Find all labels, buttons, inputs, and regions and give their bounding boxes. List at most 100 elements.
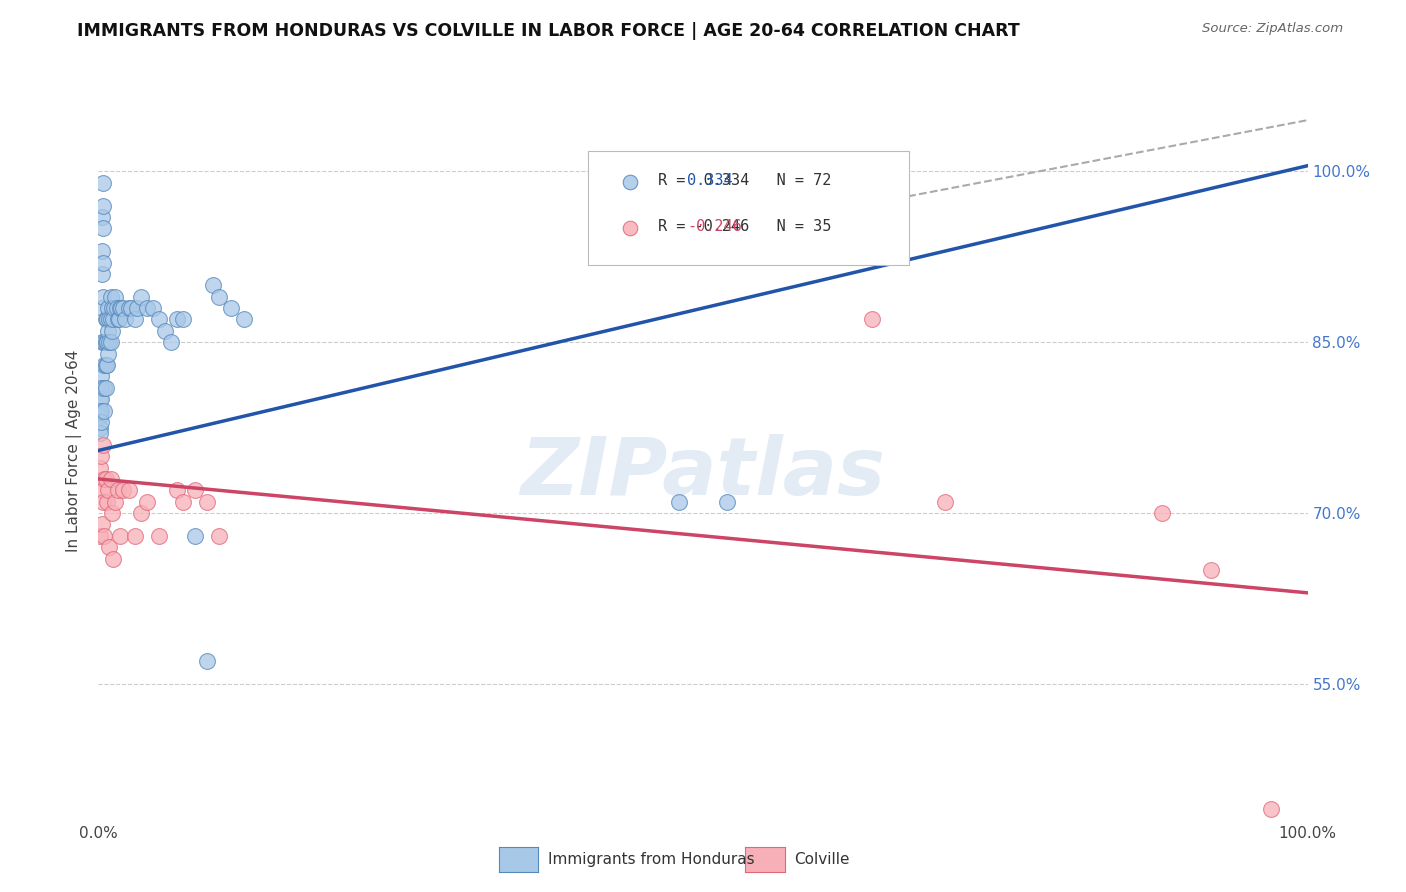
Point [105, 301, 128, 315]
Point [94, 472, 117, 486]
Point [91, 517, 114, 532]
Point [172, 494, 194, 508]
Point [153, 324, 176, 338]
Point [96, 312, 118, 326]
Text: 0.334: 0.334 [688, 173, 733, 187]
Point [91, 290, 114, 304]
Text: Colville: Colville [794, 853, 849, 867]
Point [184, 529, 207, 543]
Point [91, 198, 114, 212]
Point [101, 312, 124, 326]
Point [91, 267, 114, 281]
Point [860, 312, 883, 326]
Point [135, 494, 157, 508]
Point [91, 221, 114, 235]
Point [90, 381, 112, 395]
Point [89, 420, 111, 434]
Point [1199, 563, 1222, 577]
Point [91, 335, 114, 350]
Point [232, 312, 254, 326]
Point [91, 301, 114, 315]
Point [195, 654, 218, 668]
Point [172, 312, 194, 326]
Point [93, 403, 115, 417]
Point [103, 301, 125, 315]
Point [221, 301, 243, 315]
Point [166, 312, 188, 326]
Point [619, 320, 641, 334]
Point [100, 335, 122, 350]
Point [89, 460, 111, 475]
Point [89, 409, 111, 424]
Point [91, 176, 114, 190]
Point [93, 381, 115, 395]
FancyBboxPatch shape [588, 151, 908, 266]
Point [98, 541, 121, 555]
Point [110, 301, 132, 315]
Point [208, 529, 231, 543]
Point [668, 494, 690, 508]
Text: IMMIGRANTS FROM HONDURAS VS COLVILLE IN LABOR FORCE | AGE 20-64 CORRELATION CHAR: IMMIGRANTS FROM HONDURAS VS COLVILLE IN … [77, 22, 1021, 40]
Point [94, 312, 117, 326]
Point [100, 312, 122, 326]
Point [97, 324, 120, 338]
Point [118, 483, 141, 498]
Point [94, 335, 117, 350]
Point [100, 472, 122, 486]
Text: R =  0.334   N = 72: R = 0.334 N = 72 [658, 173, 831, 187]
Point [202, 278, 225, 293]
Point [91, 483, 114, 498]
Point [148, 529, 170, 543]
Point [91, 255, 114, 269]
Point [148, 312, 170, 326]
Point [104, 290, 127, 304]
Point [124, 529, 146, 543]
Point [96, 335, 118, 350]
Point [93, 335, 115, 350]
Point [934, 494, 956, 508]
Point [104, 494, 127, 508]
Point [108, 301, 131, 315]
Point [127, 301, 149, 315]
Point [91, 244, 114, 259]
Point [129, 506, 152, 520]
Point [97, 301, 120, 315]
Point [91, 438, 114, 452]
Point [90, 403, 112, 417]
Text: ZIPatlas: ZIPatlas [520, 434, 886, 512]
Point [91, 494, 114, 508]
Point [111, 301, 134, 315]
Point [135, 301, 157, 315]
Point [98, 312, 121, 326]
Point [96, 358, 118, 372]
Point [96, 494, 118, 508]
Point [111, 483, 134, 498]
Point [93, 472, 115, 486]
Point [100, 506, 122, 520]
Point [129, 290, 152, 304]
Point [91, 210, 114, 224]
Point [114, 312, 136, 326]
Point [184, 483, 207, 498]
Point [90, 369, 112, 384]
Point [100, 301, 122, 315]
Point [97, 346, 120, 360]
Point [619, 392, 641, 407]
Point [166, 483, 188, 498]
Text: Source: ZipAtlas.com: Source: ZipAtlas.com [1202, 22, 1343, 36]
Point [100, 324, 122, 338]
Point [97, 483, 120, 498]
Point [89, 392, 111, 407]
Point [94, 358, 117, 372]
Point [94, 381, 117, 395]
Point [108, 312, 131, 326]
Point [90, 415, 112, 429]
Point [108, 529, 131, 543]
Point [101, 551, 124, 566]
Point [93, 529, 115, 543]
Point [107, 312, 129, 326]
Point [208, 290, 231, 304]
Point [195, 494, 218, 508]
Point [120, 301, 142, 315]
Point [1260, 802, 1282, 816]
